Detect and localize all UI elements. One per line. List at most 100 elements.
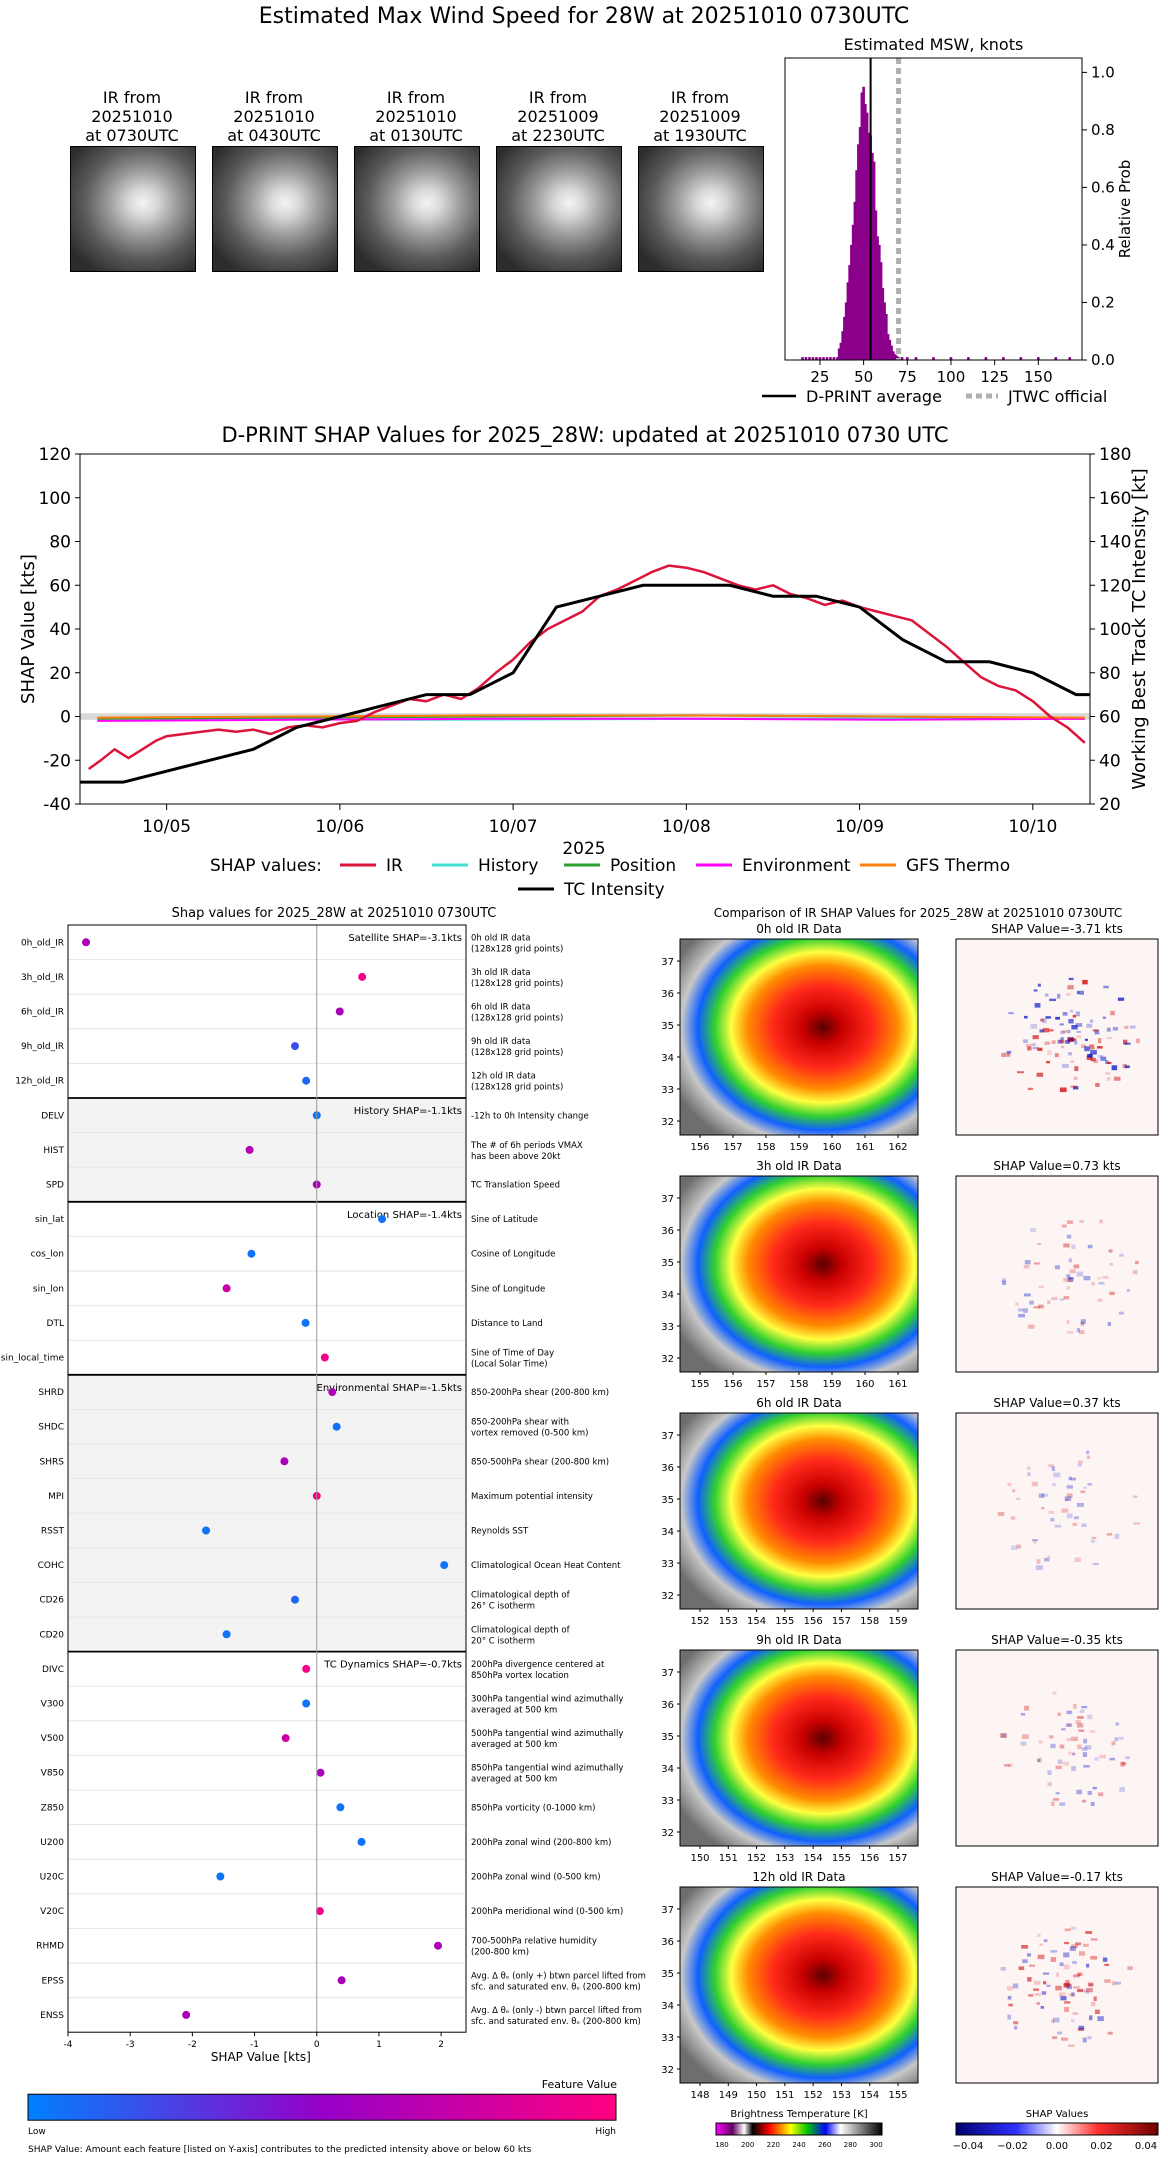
x-tick-label: 153 [775, 1853, 794, 1864]
y-tick-label: 100 [39, 489, 71, 509]
shap-speckle [1111, 1065, 1118, 1071]
ir-panel-title: 0h old IR Data [756, 922, 842, 936]
shap-speckle [1087, 2036, 1092, 2040]
y-tick-label-right: 160 [1099, 489, 1131, 509]
shap-panel-title: SHAP Value=-3.71 kts [991, 922, 1123, 936]
histogram-bar [892, 351, 895, 360]
x-tick-label: 158 [789, 1379, 808, 1390]
msw-histogram: Estimated MSW, knots 25 50 75 100 125 150 0.0 0.… [762, 35, 1134, 406]
y-axis-label: Relative Prob [1116, 160, 1134, 259]
shap-speckle [1089, 2015, 1093, 2021]
shap-speckle [1002, 1280, 1007, 1285]
x-tick-label: -3 [126, 2040, 135, 2050]
shap-speckle [1058, 1992, 1066, 1997]
x-tick-label: 154 [804, 1853, 823, 1864]
feature-description: 200hPa zonal wind (0-500 km) [471, 1873, 601, 1883]
legend-label: Environment [742, 856, 851, 876]
feature-description: 850-200hPa shear with [471, 1418, 569, 1428]
shap-speckle [1072, 2012, 1079, 2015]
shap-speckle [1066, 1331, 1074, 1334]
shap-speckle [1075, 1720, 1081, 1724]
shap-speckle [1080, 1490, 1086, 1494]
shap-speckle [1042, 1028, 1050, 1033]
shap-speckle [1057, 1712, 1061, 1716]
y-tick-label: 35 [661, 1969, 674, 1980]
x-tick-label: 10/05 [142, 817, 191, 837]
shap-speckle [1090, 1802, 1095, 1807]
shap-speckle [1067, 1052, 1073, 1056]
feature-description: averaged at 500 km [471, 1775, 557, 1785]
ir-image [679, 1886, 919, 2084]
shap-speckle [1061, 2037, 1068, 2041]
shap-speckle [1106, 1027, 1111, 1032]
shap-speckle [1086, 1450, 1090, 1455]
y-axis-label-right: Working Best Track TC Intensity [kt] [1129, 468, 1150, 789]
shap-speckle [1054, 1524, 1062, 1528]
feature-description: 850-200hPa shear (200-800 km) [471, 1388, 609, 1398]
x-tick-label: 2 [438, 2040, 444, 2050]
histogram-bar [914, 357, 918, 360]
shap-speckle [1135, 1038, 1140, 1044]
feature-description: (Local Solar Time) [471, 1360, 548, 1370]
feature-description: vortex removed (0-500 km) [471, 1429, 588, 1439]
feature-description: 200hPa meridional wind (0-500 km) [471, 1907, 623, 1917]
shap-speckle [1082, 1799, 1086, 1803]
x-tick-label: 10/07 [489, 817, 538, 837]
shap-speckle [1072, 1753, 1076, 1756]
y-tick-label: 34 [661, 2001, 674, 2012]
shap-speckle [1129, 1025, 1136, 1029]
feature-name: ENSS [40, 2011, 64, 2021]
feature-description: 200hPa divergence centered at [471, 1660, 605, 1670]
shap-speckle [1057, 993, 1061, 999]
x-axis-label: SHAP Value [kts] [211, 2050, 311, 2064]
shap-speckle [1122, 1063, 1127, 1069]
shap-speckle [1024, 1705, 1030, 1711]
feature-description: (128x128 grid points) [471, 1014, 563, 1024]
shap-speckle [1113, 1076, 1121, 1081]
shap-speckle [1063, 1296, 1070, 1300]
histogram-bar [822, 357, 825, 360]
shap-speckle [1121, 1762, 1127, 1765]
timeseries-frame [79, 453, 1091, 805]
shap-speckle [1102, 1016, 1106, 1019]
x-tick-label: 159 [888, 1616, 907, 1627]
shap-speckle [1051, 1801, 1055, 1807]
shap-speckle [1037, 1047, 1043, 1051]
feature-description: (200-800 km) [471, 1948, 529, 1958]
feature-name: CD26 [39, 1596, 64, 1606]
feature-description: The # of 6h periods VMAX [470, 1141, 583, 1151]
shap-speckle [1000, 1967, 1006, 1971]
shap-speckle [1080, 990, 1084, 995]
y-tick-label: 37 [661, 1668, 674, 1679]
ir-thumbnail-caption: at 0130UTC [369, 126, 463, 145]
shap-speckle [1062, 1012, 1068, 1016]
ir-thumbnail-image [70, 146, 196, 272]
histogram-bar [851, 224, 855, 360]
shap-point [281, 1734, 290, 1743]
shap-speckle [1076, 1035, 1082, 1038]
ir-panel-title: 3h old IR Data [756, 1159, 842, 1173]
shap-speckle [1073, 1076, 1078, 1080]
shap-speckle [1043, 1939, 1048, 1943]
x-tick-label: 153 [832, 2090, 851, 2101]
feature-description: Climatological depth of [471, 1625, 571, 1635]
y-tick-label: 33 [661, 1322, 674, 1333]
shap-speckle [1109, 1291, 1115, 1296]
shap-point [216, 1872, 225, 1881]
histogram-bar [881, 288, 885, 360]
x-tick-label: 100 [937, 368, 966, 386]
histogram-bar [888, 339, 892, 360]
shap-speckle [1070, 1060, 1075, 1063]
shap-speckle [1090, 1057, 1096, 1062]
shap-speckle [1066, 1485, 1074, 1489]
y-tick-label: 120 [39, 445, 71, 465]
shap-speckle [1042, 1018, 1047, 1024]
shap-speckle [1074, 1516, 1079, 1520]
shap-speckle [1061, 1224, 1067, 1228]
shap-speckle [1027, 1087, 1033, 1090]
shap-colorbar-title: SHAP Values [1026, 2109, 1089, 2120]
shap-speckle [1075, 1011, 1080, 1017]
shap-speckle [1117, 997, 1125, 1001]
histogram-bar [836, 357, 839, 360]
x-tick-label: 160 [822, 1142, 841, 1153]
